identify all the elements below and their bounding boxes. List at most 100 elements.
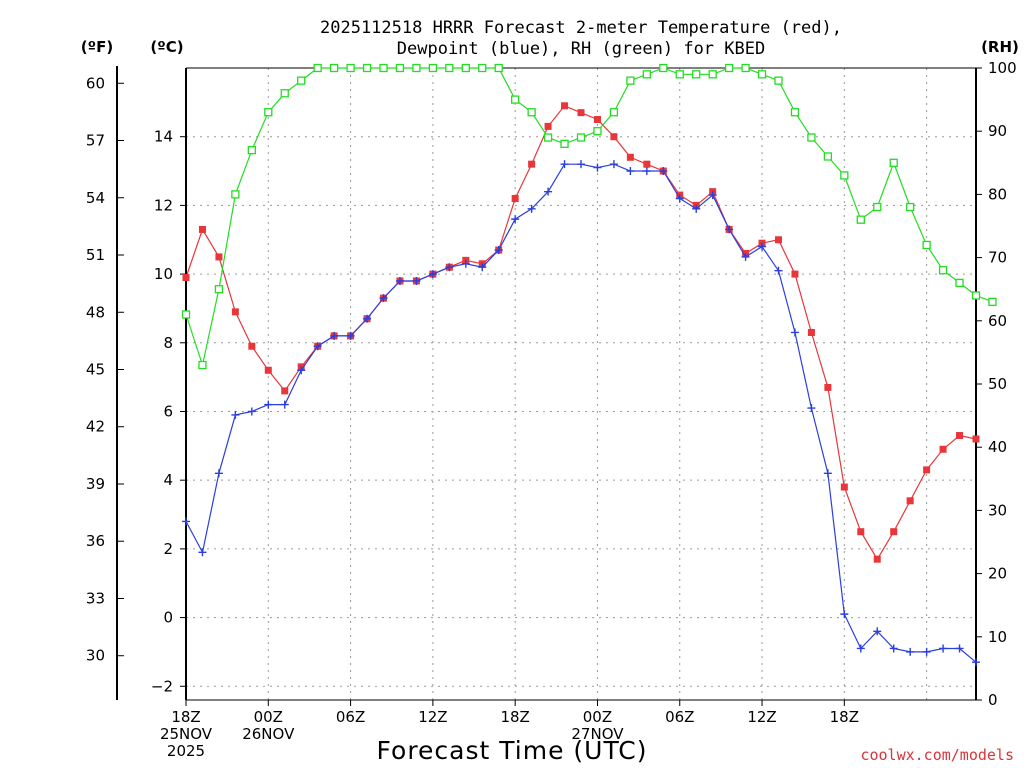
rh-point: [774, 76, 783, 85]
rh-point: [675, 70, 684, 79]
series-dewpoint: [182, 160, 980, 667]
dewpoint-point: [412, 276, 421, 285]
fahrenheit-tick-label: 51: [86, 246, 105, 264]
celsius-tick-label: 10: [154, 265, 173, 283]
axes: −2 0 2 4 6 8 10 12 14 30 33 36 39 42 45 48 51 54 57 60 0 10 20…: [86, 59, 1017, 760]
series-temperature: [182, 102, 980, 563]
dewpoint-point: [313, 342, 322, 351]
chart-title-line-2: Dewpoint (blue), RH (green) for KBED: [397, 39, 765, 59]
dewpoint-point: [330, 331, 339, 340]
dewpoint-point: [593, 163, 602, 172]
dewpoint-point: [873, 627, 882, 636]
rh-point: [428, 63, 438, 73]
temperature-point: [264, 366, 272, 374]
rh-tick-label: 0: [988, 691, 998, 709]
rh-point: [790, 108, 800, 117]
rh-tick-label: 50: [988, 375, 1007, 393]
rh-point: [280, 89, 289, 98]
temperature-point: [626, 153, 634, 161]
credit-text: coolwx.com/models: [860, 746, 1014, 764]
temperature-point: [956, 432, 964, 440]
rh-point: [395, 63, 405, 73]
dewpoint-point: [955, 644, 964, 653]
dewpoint-point: [560, 160, 569, 169]
temperature-point: [906, 497, 914, 505]
rh-point: [412, 63, 421, 73]
temperature-point: [182, 274, 190, 282]
rh-point: [494, 63, 503, 73]
rh-tick-label: 70: [988, 249, 1007, 267]
rh-point: [297, 76, 306, 85]
dewpoint-point: [363, 314, 372, 323]
x-axis-label: Forecast Time (UTC): [377, 736, 648, 765]
time-tick-label: 25NOV: [160, 725, 213, 743]
rh-point: [955, 278, 964, 288]
dewpoint-point: [856, 644, 865, 653]
dewpoint-point: [642, 167, 651, 176]
temperature-point: [807, 328, 815, 336]
rh-point: [823, 152, 833, 161]
temperature-point: [577, 109, 585, 117]
rh-point: [840, 171, 849, 180]
fahrenheit-tick-label: 36: [86, 532, 105, 550]
dewpoint-point: [527, 204, 536, 213]
dewpoint-point: [511, 215, 520, 224]
celsius-tick-label: 0: [163, 609, 173, 627]
rh-tick-label: 40: [988, 438, 1007, 456]
fahrenheit-tick-label: 30: [86, 647, 105, 665]
series-rh: [181, 63, 997, 370]
rh-point: [609, 108, 619, 117]
temperature-point: [215, 253, 223, 261]
dewpoint-point: [214, 469, 223, 478]
rh-point: [889, 158, 898, 167]
rh-point: [576, 133, 586, 142]
dewpoint-point: [395, 276, 404, 285]
temperature-point: [791, 270, 799, 278]
temperature-point: [857, 528, 865, 536]
grid-lines: [186, 68, 976, 700]
dewpoint-point: [428, 270, 437, 279]
time-tick-label: 06Z: [665, 708, 694, 726]
rh-point: [362, 63, 372, 73]
time-tick-label: 18Z: [830, 708, 859, 726]
rh-point: [346, 63, 355, 73]
fahrenheit-tick-label: 57: [86, 132, 105, 150]
fahrenheit-tick-label: 39: [86, 475, 105, 493]
rh-point: [988, 297, 997, 306]
temperature-point: [939, 445, 947, 453]
dewpoint-point: [823, 469, 832, 478]
rh-point: [231, 190, 240, 199]
celsius-tick-label: 12: [154, 196, 173, 214]
time-tick-label: 18Z: [500, 708, 529, 726]
rh-point: [873, 202, 882, 212]
temperature-point: [610, 133, 618, 141]
time-tick-label: 00Z: [254, 708, 283, 726]
temperature-point: [511, 195, 519, 203]
dewpoint-point: [280, 400, 289, 409]
temperature-point: [972, 435, 980, 443]
time-tick-label: 12Z: [747, 708, 776, 726]
celsius-tick-label: 6: [163, 402, 173, 420]
celsius-tick-label: 4: [163, 471, 173, 489]
rh-point: [593, 127, 602, 136]
rh-point: [938, 266, 948, 275]
temperature-point: [528, 160, 536, 168]
rh-tick-label: 80: [988, 185, 1007, 203]
dewpoint-point: [922, 647, 931, 656]
dewpoint-point: [478, 263, 487, 272]
dewpoint-point: [461, 259, 470, 268]
rh-point: [807, 133, 816, 142]
rh-point: [543, 133, 553, 142]
rh-tick-label: 60: [988, 312, 1007, 330]
dewpoint-point: [182, 517, 190, 526]
dewpoint-point: [346, 331, 355, 340]
rh-tick-label: 20: [988, 565, 1007, 583]
rh-point: [478, 63, 487, 73]
fahrenheit-tick-label: 48: [86, 303, 105, 321]
rh-point: [313, 63, 322, 73]
dewpoint-line: [185, 163, 977, 663]
rh-point: [642, 70, 651, 79]
dewpoint-point: [659, 167, 668, 176]
rh-point: [379, 63, 388, 73]
